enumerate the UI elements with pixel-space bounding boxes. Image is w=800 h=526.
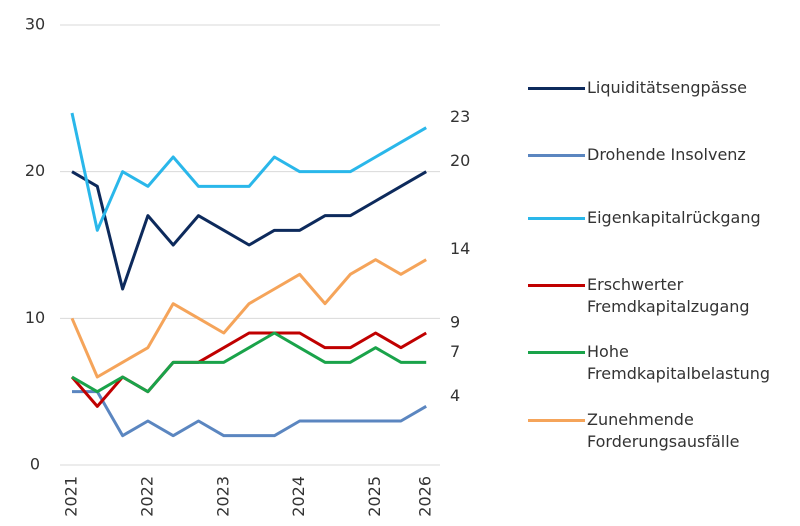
series-line [70,112,427,232]
series-line [71,170,427,291]
legend-swatch [528,154,585,157]
legend-label: Liquiditätsengpässe [587,78,748,97]
x-tick-label: 2022 [137,476,156,517]
legend-label: Eigenkapitalrückgang [587,208,761,227]
legend-item: Liquiditätsengpässe [528,77,792,99]
y-tick-label: 10 [25,308,45,327]
series-line [70,258,427,379]
x-tick-label: 2025 [365,476,384,517]
x-tick-label: 2024 [289,476,308,517]
legend-label: Erschwerter Fremdkapitalzugang [587,275,750,316]
legend-item: Eigenkapitalrückgang [528,207,792,229]
x-tick-label: 2021 [62,476,81,517]
legend-item: Erschwerter Fremdkapitalzugang [528,274,792,318]
legend-swatch [528,419,585,422]
legend-item: Zunehmende Forderungsausfälle [528,409,792,453]
y-tick-label: 0 [30,455,40,474]
series-line [72,390,427,438]
legend-swatch [528,351,585,354]
end-value-label: 23 [450,107,470,126]
end-value-label: 14 [450,239,470,258]
end-value-label: 7 [450,342,460,361]
series-line [70,331,427,408]
end-value-label: 20 [450,151,470,170]
x-tick-label: 2026 [416,476,435,517]
legend-item: Drohende Insolvenz [528,144,792,166]
legend-swatch [528,284,585,287]
end-value-label: 4 [450,386,460,405]
y-tick-label: 30 [25,15,45,34]
legend-label: Hohe Fremdkapitalbelastung [587,342,771,383]
x-tick-label: 2023 [213,476,232,517]
legend-item: Hohe Fremdkapitalbelastung [528,341,792,385]
legend-swatch [528,217,585,220]
end-value-label: 9 [450,313,460,332]
legend-label: Drohende Insolvenz [587,145,746,164]
y-tick-label: 20 [25,161,45,180]
legend-label: Zunehmende Forderungsausfälle [587,410,740,451]
series-line [71,331,427,394]
legend-swatch [528,87,585,90]
